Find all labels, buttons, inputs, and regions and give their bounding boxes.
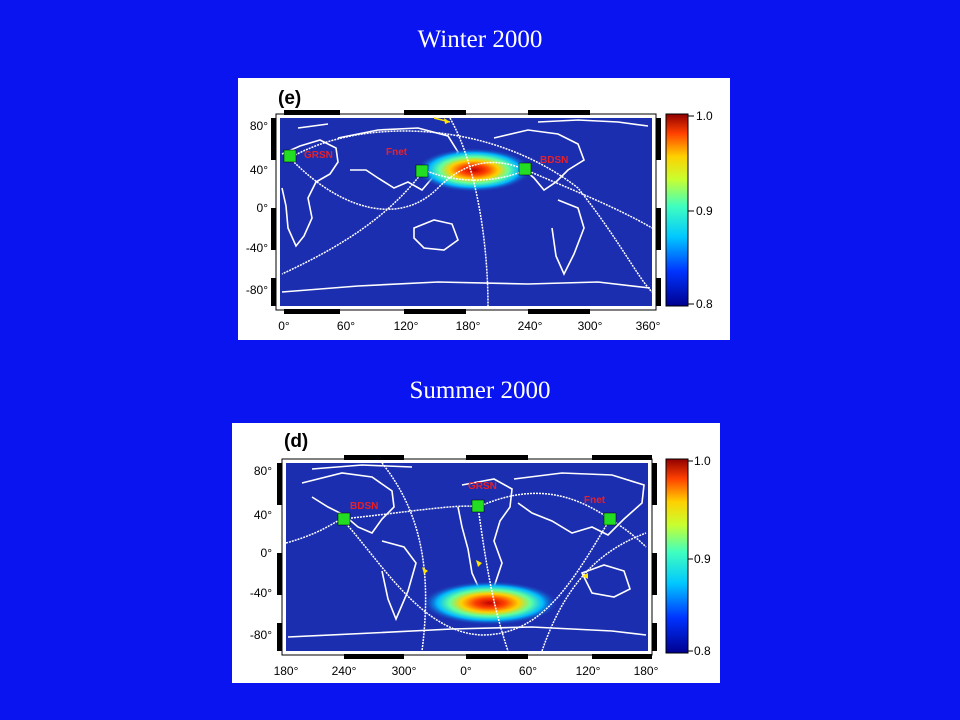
station-label-fnet: Fnet	[584, 495, 606, 506]
lon-tick: 180°	[456, 319, 481, 333]
colorbar-tick: 1.0	[696, 109, 713, 123]
panel-label-d: (d)	[284, 431, 308, 452]
arrow-icon	[422, 560, 588, 579]
lon-tick: 60°	[337, 319, 355, 333]
lat-tick: 0°	[261, 546, 273, 560]
lon-tick: 60°	[519, 664, 537, 678]
arrowhead-icon	[444, 118, 450, 124]
lat-tick: 80°	[250, 119, 268, 133]
station-label-bdsn: BDSN	[540, 155, 568, 166]
colorbar-tick: 0.9	[694, 552, 711, 566]
lon-tick: 0°	[460, 664, 472, 678]
station-label-grsn: GRSN	[304, 150, 333, 161]
lon-tick: 240°	[518, 319, 543, 333]
lat-tick: 80°	[254, 464, 272, 478]
colorbar-tick: 0.8	[696, 297, 713, 311]
station-label-bdsn: BDSN	[350, 501, 378, 512]
lon-tick: 0°	[278, 319, 290, 333]
panel-label-e: (e)	[278, 88, 301, 109]
colorbar	[665, 113, 689, 307]
lat-tick: 0°	[257, 201, 269, 215]
station-label-grsn: GRSN	[468, 481, 497, 492]
title-summer: Summer 2000	[409, 377, 551, 404]
station-marker-grsn	[283, 149, 297, 163]
lat-tick: -80°	[246, 283, 268, 297]
station-marker-fnet	[603, 512, 617, 526]
lon-tick: 120°	[394, 319, 419, 333]
lat-tick: 40°	[250, 163, 268, 177]
lon-tick: 120°	[576, 664, 601, 678]
lon-tick: 360°	[636, 319, 661, 333]
colorbar-tick: 1.0	[694, 454, 711, 468]
colorbar-tick: 0.8	[694, 644, 711, 658]
lon-tick: 240°	[332, 664, 357, 678]
colorbar-tick: 0.9	[696, 204, 713, 218]
coastlines	[287, 464, 647, 638]
lon-tick: 180°	[274, 664, 299, 678]
station-label-fnet: Fnet	[386, 147, 408, 158]
lat-tick: -80°	[250, 628, 272, 642]
map-frame-marks	[277, 455, 657, 659]
map-frame-marks	[271, 110, 661, 314]
map-panel-summer: (d)	[232, 423, 720, 683]
lon-tick: 300°	[392, 664, 417, 678]
title-winter: Winter 2000	[417, 26, 543, 53]
lat-tick: 40°	[254, 508, 272, 522]
correlation-hotspot	[416, 148, 532, 192]
station-marker-bdsn	[518, 162, 532, 176]
station-marker-grsn	[471, 499, 485, 513]
lon-tick: 180°	[634, 664, 659, 678]
station-marker-bdsn	[337, 512, 351, 526]
station-marker-fnet	[415, 164, 429, 178]
lat-tick: -40°	[250, 586, 272, 600]
lon-tick: 300°	[578, 319, 603, 333]
colorbar	[665, 458, 689, 654]
lat-tick: -40°	[246, 241, 268, 255]
correlation-hotspot	[422, 581, 558, 625]
map-panel-winter: (e)	[238, 78, 730, 340]
